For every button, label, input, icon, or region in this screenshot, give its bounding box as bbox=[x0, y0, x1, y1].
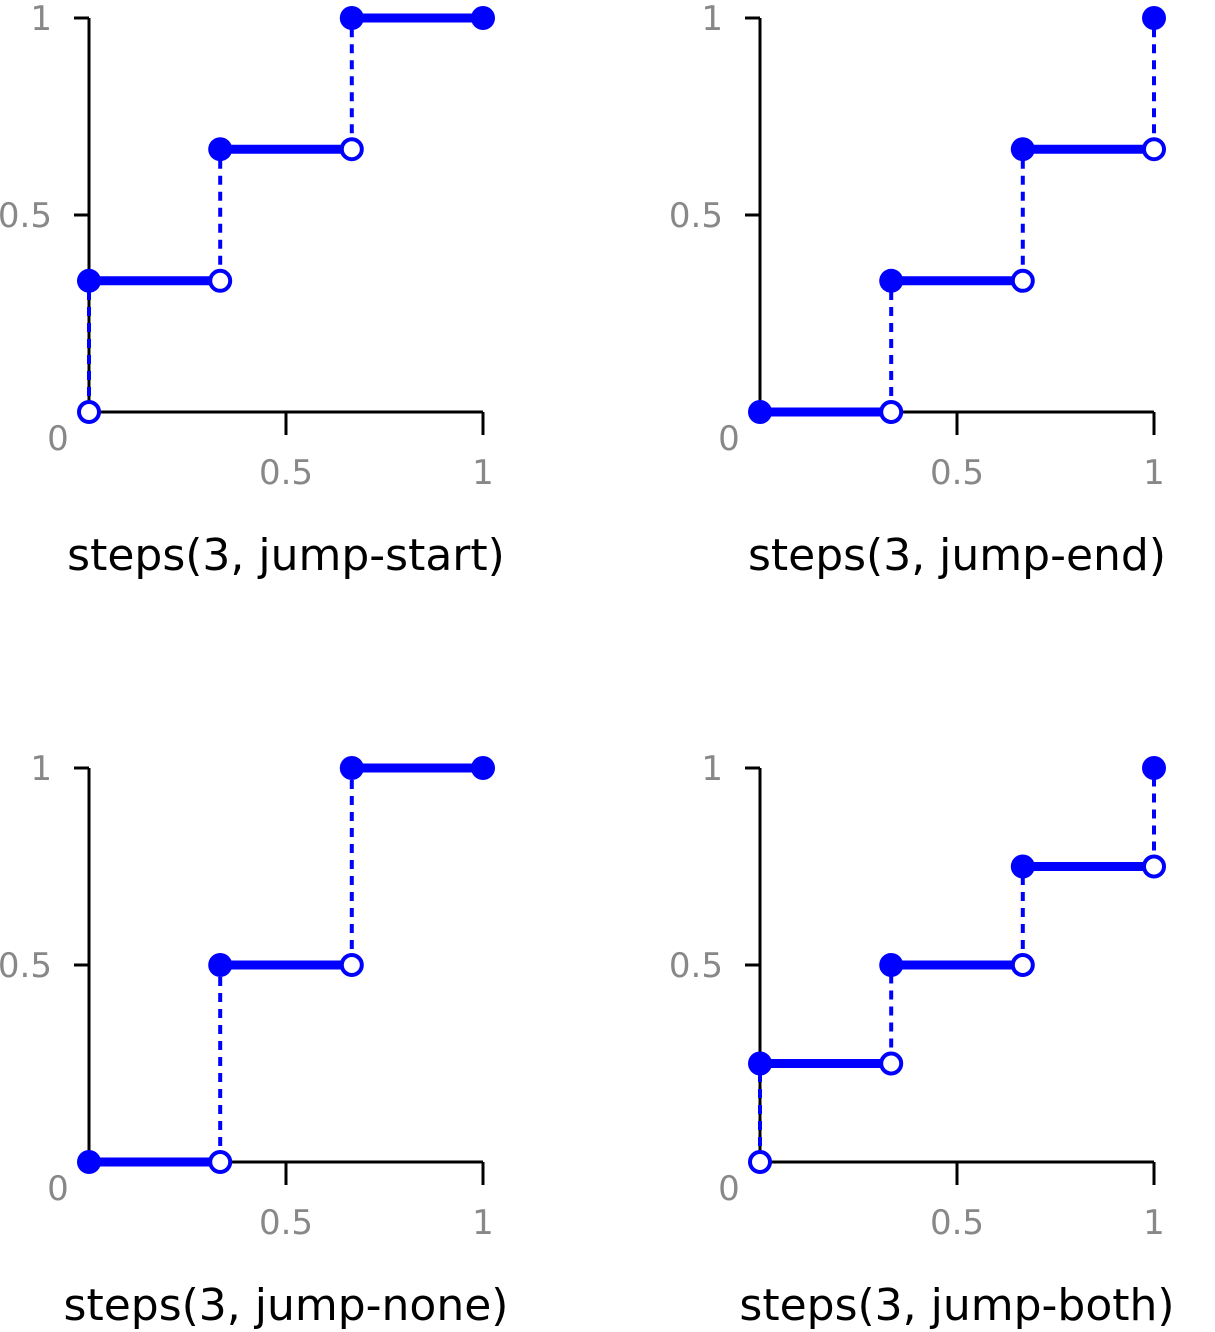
open-point bbox=[748, 1150, 772, 1174]
closed-point bbox=[879, 953, 904, 977]
y-tick-label: 0.5 bbox=[669, 946, 723, 986]
chart-title: steps(3, jump-none) bbox=[64, 1280, 509, 1331]
closed-point bbox=[1142, 756, 1166, 780]
y-tick-label: 0.5 bbox=[0, 196, 52, 236]
closed-point bbox=[471, 756, 495, 780]
open-point bbox=[1142, 137, 1166, 162]
y-tick-label: 1 bbox=[701, 0, 723, 39]
y-tick-label: 0.5 bbox=[0, 946, 52, 986]
closed-point bbox=[77, 268, 101, 293]
y-tick-label: 0 bbox=[47, 1169, 69, 1209]
open-point bbox=[339, 953, 364, 977]
x-tick-label: 0.5 bbox=[259, 453, 313, 493]
x-tick-label: 0.5 bbox=[259, 1203, 313, 1243]
x-tick-label: 0.5 bbox=[930, 453, 984, 493]
x-tick-label: 1 bbox=[1143, 453, 1165, 493]
closed-point bbox=[1010, 137, 1035, 162]
closed-point bbox=[339, 756, 364, 780]
y-tick-label: 1 bbox=[30, 749, 52, 789]
y-tick-label: 0.5 bbox=[669, 196, 723, 236]
open-point bbox=[208, 1150, 233, 1174]
y-tick-label: 1 bbox=[701, 749, 723, 789]
y-tick-label: 0 bbox=[47, 419, 69, 459]
x-tick-label: 1 bbox=[472, 453, 494, 493]
closed-point bbox=[208, 137, 233, 162]
closed-point bbox=[748, 1051, 772, 1076]
chart-title: steps(3, jump-start) bbox=[67, 530, 505, 581]
open-point bbox=[1010, 268, 1035, 293]
closed-point bbox=[1010, 854, 1035, 879]
closed-point bbox=[879, 268, 904, 293]
closed-point bbox=[208, 953, 233, 977]
open-point bbox=[208, 268, 233, 293]
y-tick-label: 0 bbox=[718, 1169, 740, 1209]
x-tick-label: 0.5 bbox=[930, 1203, 984, 1243]
chart-title: steps(3, jump-end) bbox=[748, 530, 1166, 581]
open-point bbox=[1010, 953, 1035, 977]
closed-point bbox=[748, 400, 772, 424]
x-tick-label: 1 bbox=[1143, 1203, 1165, 1243]
open-point bbox=[879, 1051, 904, 1076]
closed-point bbox=[1142, 6, 1166, 30]
closed-point bbox=[471, 6, 495, 30]
open-point bbox=[879, 400, 904, 424]
closed-point bbox=[339, 6, 364, 30]
y-tick-label: 0 bbox=[718, 419, 740, 459]
open-point bbox=[339, 137, 364, 162]
chart-title: steps(3, jump-both) bbox=[739, 1280, 1174, 1331]
closed-point bbox=[77, 1150, 101, 1174]
y-tick-label: 1 bbox=[30, 0, 52, 39]
open-point bbox=[1142, 854, 1166, 879]
open-point bbox=[77, 400, 101, 424]
x-tick-label: 1 bbox=[472, 1203, 494, 1243]
